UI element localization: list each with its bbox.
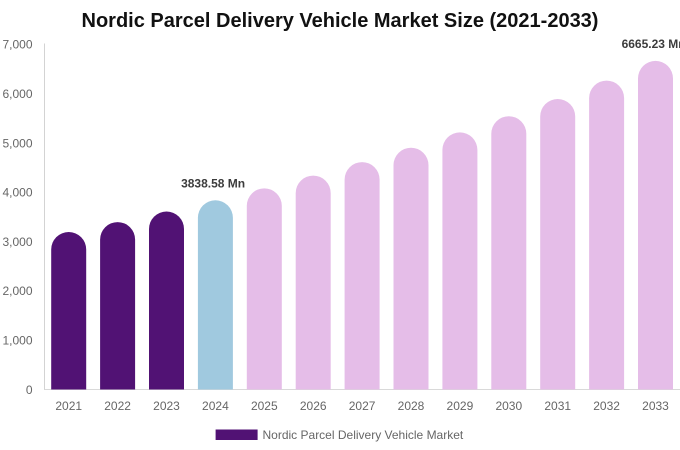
svg-text:Nordic Parcel Delivery Vehicle: Nordic Parcel Delivery Vehicle Market Si… [82,10,599,32]
svg-text:0: 0 [26,383,33,397]
svg-text:Nordic Parcel Delivery Vehicle: Nordic Parcel Delivery Vehicle Market [263,428,464,442]
svg-text:3,000: 3,000 [2,235,32,249]
svg-text:2024: 2024 [202,399,229,413]
svg-text:2026: 2026 [300,399,327,413]
svg-text:2029: 2029 [447,399,474,413]
svg-text:5,000: 5,000 [2,136,32,150]
svg-text:2025: 2025 [251,399,278,413]
svg-text:2033: 2033 [642,399,669,413]
svg-text:3838.58 Mn: 3838.58 Mn [181,177,245,191]
svg-text:2032: 2032 [593,399,620,413]
svg-text:6665.23 Mn: 6665.23 Mn [622,37,680,51]
svg-text:2028: 2028 [398,399,425,413]
svg-text:2,000: 2,000 [2,284,32,298]
svg-text:2023: 2023 [153,399,180,413]
svg-text:2022: 2022 [104,399,131,413]
svg-text:1,000: 1,000 [2,334,32,348]
svg-text:4,000: 4,000 [2,186,32,200]
svg-text:7,000: 7,000 [2,38,32,52]
svg-text:2031: 2031 [544,399,571,413]
svg-text:6,000: 6,000 [2,87,32,101]
svg-text:2030: 2030 [495,399,522,413]
svg-text:2021: 2021 [55,399,82,413]
svg-text:2027: 2027 [349,399,376,413]
